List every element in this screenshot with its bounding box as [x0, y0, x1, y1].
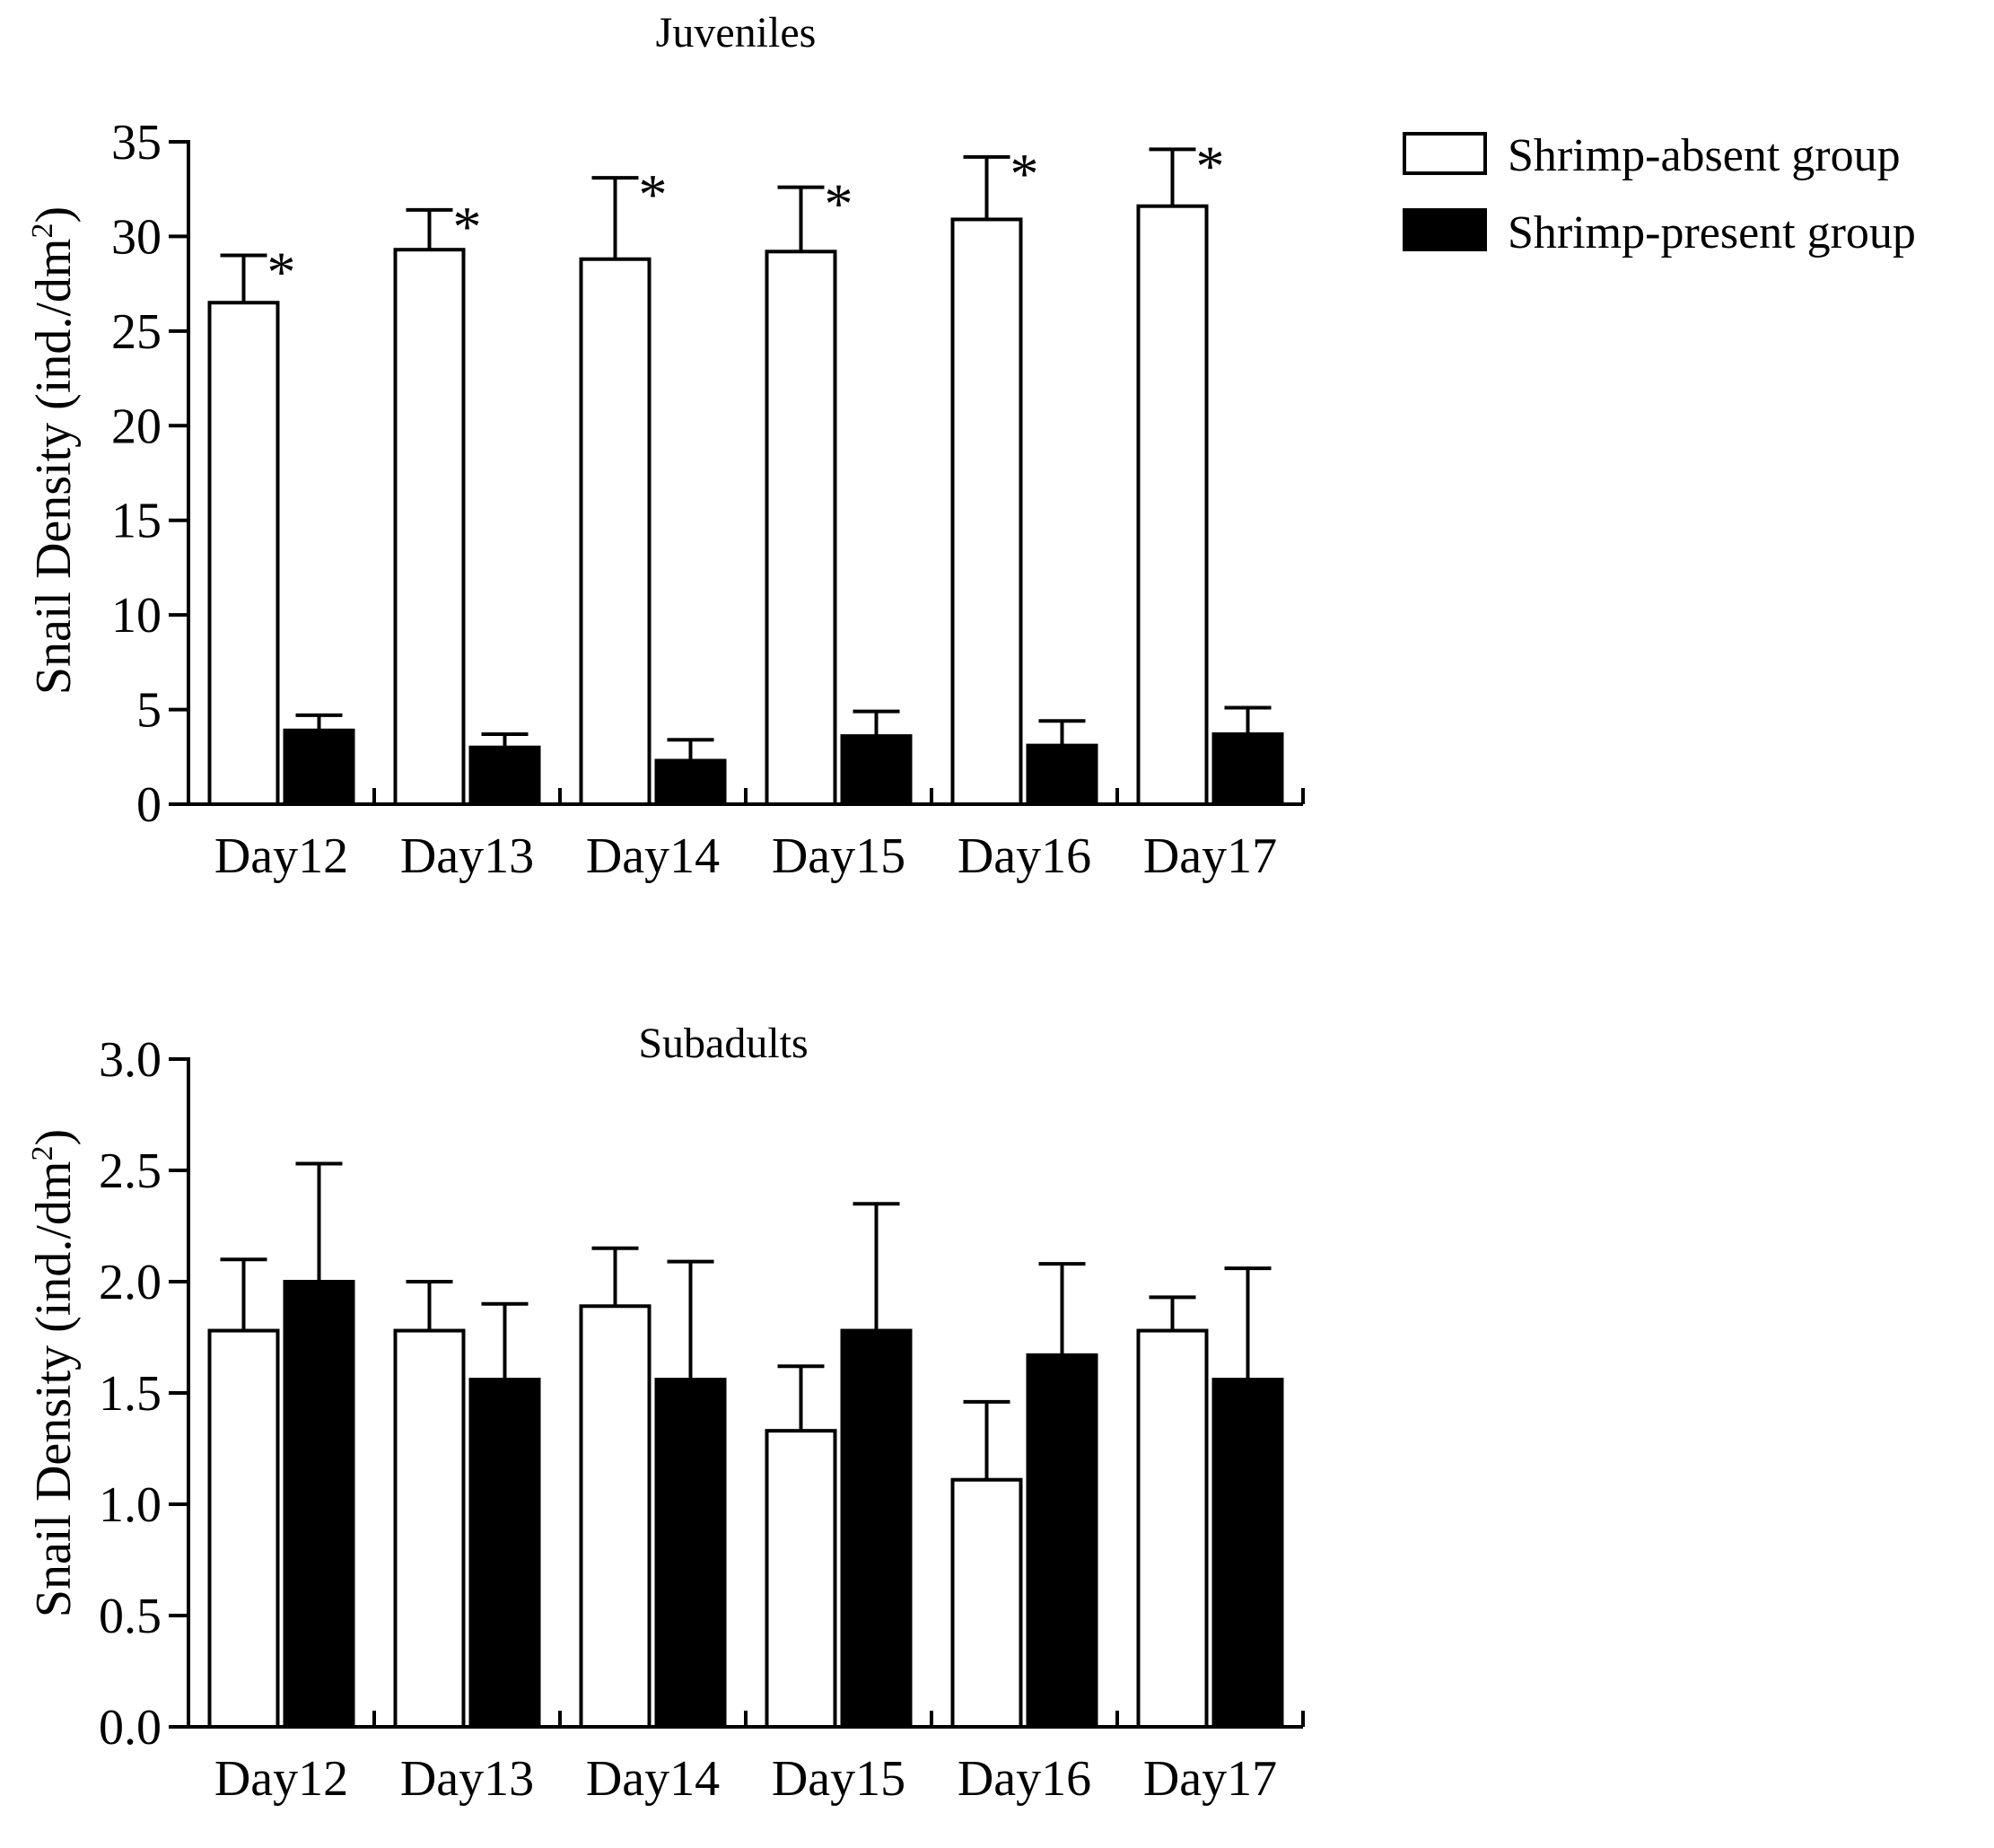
subadults-category-label: Day12 [214, 1751, 348, 1807]
juveniles-category-label: Day12 [214, 828, 348, 884]
subadults-bar-shrimp-absent [393, 1328, 466, 1730]
legend-label-shrimp-absent: Shrimp-absent group [1508, 130, 1901, 181]
juveniles-significance-marker: * [453, 195, 482, 258]
subadults-bar-shrimp-present [1211, 1378, 1284, 1729]
subadults-bar-shrimp-absent [1136, 1328, 1209, 1730]
juveniles-y-tick-label: 35 [111, 115, 162, 171]
subadults-y-tick-label: 0.0 [99, 1700, 162, 1756]
juveniles-y-tick-label: 25 [111, 304, 162, 360]
juveniles-significance-marker: * [1010, 142, 1039, 206]
juveniles-category-label: Day16 [958, 828, 1091, 884]
subadults-category-label: Day14 [586, 1751, 720, 1807]
subadults-y-axis-label-superscript: 2 [26, 1146, 59, 1161]
juveniles-y-axis-label: Snail Density (ind./dm2) [26, 206, 82, 695]
subadults-panel: Subadults Snail Density (ind./dm2) 0.00.… [26, 1020, 1305, 1807]
subadults-y-axis-label-text: Snail Density (ind./dm [26, 1161, 82, 1618]
subadults-category-label: Day17 [1143, 1751, 1277, 1807]
juveniles-bar-shrimp-present [1211, 731, 1284, 806]
juveniles-bar-shrimp-absent [579, 257, 652, 806]
juveniles-bar-shrimp-absent [765, 250, 837, 807]
subadults-y-axis-label-close: ) [26, 1129, 82, 1146]
subadults-y-axis-label: Snail Density (ind./dm2) [26, 1129, 82, 1617]
subadults-category-label: Day15 [772, 1751, 905, 1807]
subadults-bar-shrimp-absent [765, 1429, 837, 1730]
juveniles-significance-marker: * [639, 162, 668, 226]
subadults-bar-shrimp-present [283, 1280, 355, 1729]
subadults-plot-area: 0.0 0.5 1.0 1.5 2.0 2.5 3.0 Day12 Day13 Day14 Day1… [99, 1032, 1305, 1807]
juveniles-bar-shrimp-absent [950, 217, 1023, 807]
juveniles-bar-shrimp-present [840, 734, 913, 806]
subadults-y-tick-label: 1.5 [99, 1366, 162, 1422]
juveniles-bar-shrimp-absent [393, 248, 466, 806]
subadults-bar-shrimp-present [1026, 1353, 1098, 1729]
juveniles-bar-shrimp-present [1026, 743, 1098, 806]
juveniles-bar-shrimp-present [283, 728, 355, 806]
subadults-y-tick-label: 2.0 [99, 1255, 162, 1310]
juveniles-panel: Juveniles Snail Density (ind./dm2) 0 5 10 1… [26, 9, 1305, 884]
legend: Shrimp-absent group Shrimp-present group [1403, 130, 1916, 258]
juveniles-significance-marker: * [1196, 134, 1225, 197]
subadults-bar-shrimp-present [840, 1328, 913, 1730]
subadults-bar-shrimp-absent [579, 1304, 652, 1730]
subadults-bar-shrimp-absent [207, 1328, 280, 1730]
legend-swatch-shrimp-present [1403, 208, 1487, 251]
juveniles-y-tick-label: 20 [111, 399, 162, 454]
juveniles-category-label: Day17 [1143, 828, 1277, 884]
juveniles-y-tick-label: 15 [111, 494, 162, 549]
juveniles-y-tick-label: 30 [111, 209, 162, 265]
juveniles-category-label: Day13 [400, 828, 534, 884]
juveniles-y-tick-label: 10 [111, 588, 162, 644]
juveniles-bar-shrimp-present [468, 745, 541, 806]
subadults-y-tick-label: 0.5 [99, 1589, 162, 1644]
legend-swatch-shrimp-absent [1403, 132, 1487, 175]
juveniles-y-tick-label: 0 [136, 777, 162, 833]
subadults-category-label: Day16 [958, 1751, 1091, 1807]
subadults-bar-shrimp-present [468, 1378, 541, 1729]
subadults-y-tick-label: 3.0 [99, 1032, 162, 1088]
juveniles-y-axis-label-superscript: 2 [26, 223, 59, 239]
juveniles-category-label: Day15 [772, 828, 905, 884]
subadults-bar-shrimp-absent [950, 1477, 1023, 1729]
subadults-category-label: Day13 [400, 1751, 534, 1807]
juveniles-bar-shrimp-absent [1136, 204, 1209, 807]
juveniles-y-tick-label: 5 [136, 683, 162, 739]
subadults-title: Subadults [638, 1020, 808, 1067]
juveniles-plot-area: 0 5 10 15 20 25 30 35 * Day12 * Day13 * Day14 * Day15 * D… [111, 115, 1305, 884]
juveniles-bar-shrimp-present [654, 758, 727, 807]
juveniles-y-axis-label-close: ) [26, 206, 82, 223]
legend-label-shrimp-present: Shrimp-present group [1508, 207, 1916, 258]
juveniles-bar-shrimp-absent [207, 301, 280, 806]
subadults-y-tick-label: 2.5 [99, 1143, 162, 1199]
juveniles-category-label: Day14 [586, 828, 720, 884]
juveniles-significance-marker: * [825, 172, 853, 236]
subadults-bar-shrimp-present [654, 1378, 727, 1729]
juveniles-title: Juveniles [656, 9, 817, 57]
subadults-y-tick-label: 1.0 [99, 1477, 162, 1533]
juveniles-significance-marker: * [267, 241, 296, 304]
juveniles-y-axis-label-text: Snail Density (ind./dm [26, 239, 82, 696]
